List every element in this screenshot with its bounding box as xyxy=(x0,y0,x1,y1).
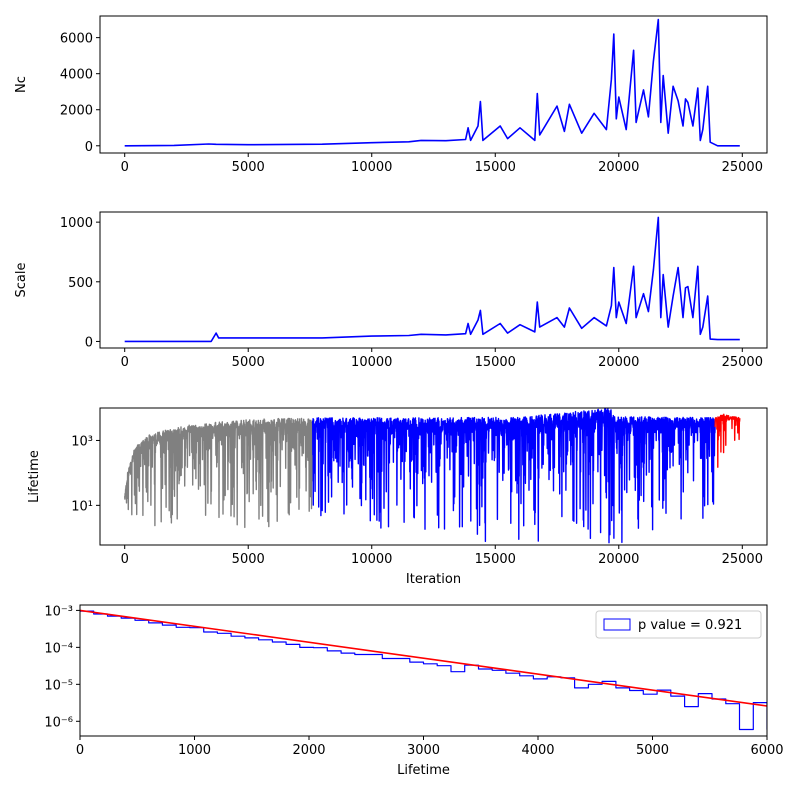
scale-panel: 0 5000 10000 15000 20000 25000 0 500 1000 Scale xyxy=(14,211,768,370)
legend: p value = 0.921 xyxy=(595,610,762,639)
y-tick-label: 6000 xyxy=(60,32,93,47)
x-tick-label: 5000 xyxy=(636,743,669,758)
x-axis-label: Iteration xyxy=(406,572,461,587)
x-tick-label: 25000 xyxy=(722,160,763,175)
x-tick-label: 0 xyxy=(76,743,84,758)
x-tick-label: 20000 xyxy=(598,355,639,370)
lifetime-histogram-panel: 0 1000 2000 3000 4000 5000 6000 10⁻⁶ 10⁻⁵ 10⁻⁴ 10⁻… xyxy=(44,604,783,778)
nc-panel: 0 5000 10000 15000 20000 25000 0 2000 4000 6000 Nc xyxy=(14,15,768,175)
x-tick-label: 15000 xyxy=(475,552,516,567)
series-line xyxy=(124,216,740,343)
y-tick-label: 4000 xyxy=(60,68,93,83)
lifetime-trace-panel: 0 5000 10000 15000 20000 25000 10¹ 10³ Lifetime I… xyxy=(27,407,768,587)
x-tick-label: 4000 xyxy=(521,743,554,758)
x-tick-label: 5000 xyxy=(232,552,265,567)
y-tick-label: 10⁻⁵ xyxy=(44,678,73,693)
x-tick-label: 25000 xyxy=(722,552,763,567)
y-tick-label: 10⁻⁴ xyxy=(44,641,73,656)
x-tick-label: 10000 xyxy=(351,552,392,567)
y-tick-label: 10⁻³ xyxy=(44,604,73,619)
x-tick-label: 5000 xyxy=(232,355,265,370)
legend-box xyxy=(595,610,762,639)
y-tick-label: 0 xyxy=(85,140,93,155)
y-tick-label: 0 xyxy=(85,335,93,350)
y-axis-label: Nc xyxy=(14,76,29,93)
histogram-layer xyxy=(80,609,767,731)
y-tick-label: 10³ xyxy=(71,434,93,449)
x-tick-label: 20000 xyxy=(598,160,639,175)
x-tick-label: 6000 xyxy=(750,743,783,758)
y-tick-label: 500 xyxy=(68,276,93,291)
legend-label: p value = 0.921 xyxy=(638,618,742,633)
x-axis-label: Lifetime xyxy=(397,763,450,778)
legend-swatch xyxy=(603,618,631,631)
series-trace xyxy=(124,417,314,529)
x-tick-label: 2000 xyxy=(292,743,325,758)
x-tick-label: 0 xyxy=(121,552,129,567)
series-trace xyxy=(311,408,716,544)
x-tick-label: 0 xyxy=(121,160,129,175)
fit-line xyxy=(80,609,767,707)
trace-layer xyxy=(124,408,741,544)
y-tick-label: 10⁻⁶ xyxy=(44,715,73,730)
x-tick-label: 10000 xyxy=(351,160,392,175)
x-tick-label: 15000 xyxy=(475,355,516,370)
series-trace xyxy=(714,413,741,468)
x-tick-label: 5000 xyxy=(232,160,265,175)
y-tick-label: 2000 xyxy=(60,104,93,119)
x-tick-label: 3000 xyxy=(407,743,440,758)
histogram-step xyxy=(80,610,767,731)
plot-frame xyxy=(99,407,768,546)
x-tick-label: 10000 xyxy=(351,355,392,370)
plot-frame xyxy=(99,15,768,154)
x-tick-label: 0 xyxy=(121,355,129,370)
x-tick-label: 15000 xyxy=(475,160,516,175)
y-tick-label: 10¹ xyxy=(71,499,93,514)
series-line xyxy=(124,18,740,147)
y-axis-label: Lifetime xyxy=(27,450,42,503)
plot-frame xyxy=(99,211,768,349)
x-tick-label: 1000 xyxy=(178,743,211,758)
y-tick-label: 1000 xyxy=(60,216,93,231)
x-tick-label: 20000 xyxy=(598,552,639,567)
x-tick-label: 25000 xyxy=(722,355,763,370)
y-axis-label: Scale xyxy=(14,263,29,298)
